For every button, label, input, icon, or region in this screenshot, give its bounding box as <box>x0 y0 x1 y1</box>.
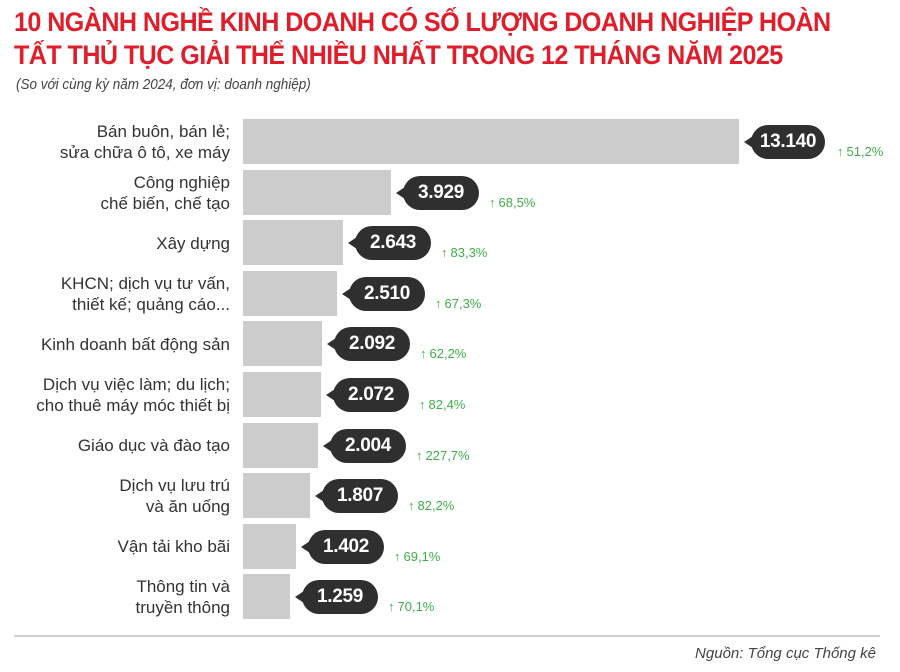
category-label-line: Dịch vụ việc làm; du lịch; <box>42 375 230 394</box>
category-label-line: Bán buôn, bán lẻ; <box>96 122 230 141</box>
value-badge: 13.140 <box>744 125 825 159</box>
bar-row: Dịch vụ việc làm; du lịch; cho thuê máy m… <box>0 372 900 418</box>
bar-row: Giáo dục và đào tạo 2.004 ↑ 227,7% <box>0 422 900 469</box>
category-label: Thông tin và truyền thông <box>135 574 230 620</box>
bar <box>243 422 318 468</box>
yoy-change-value: 83,3% <box>450 245 488 261</box>
bar <box>243 169 391 215</box>
bar <box>243 523 296 569</box>
category-label-line: chế biến, chế tạo <box>100 193 230 213</box>
yoy-change: ↑ 69,1% <box>394 549 440 564</box>
category-label: Dịch vụ việc làm; du lịch; cho thuê máy m… <box>36 372 230 418</box>
yoy-change-value: 62,2% <box>429 346 467 362</box>
category-label-line: Thông tin và <box>136 577 230 597</box>
yoy-change-value: 70,1% <box>397 599 435 615</box>
yoy-change: ↑ 67,3% <box>435 296 481 311</box>
value-badge: 2.072 <box>326 378 409 412</box>
category-label-line: sửa chữa ô tô, xe máy <box>59 143 230 162</box>
yoy-change: ↑ 70,1% <box>388 599 434 614</box>
value-badge: 2.510 <box>342 276 425 311</box>
yoy-change: ↑ 83,3% <box>441 245 487 260</box>
category-label-line: Giáo dục và đào tạo <box>77 436 230 456</box>
source-note: Nguồn: Tổng cục Thống kê <box>695 645 876 662</box>
bar <box>243 220 343 266</box>
category-label: Dịch vụ lưu trú và ăn uống <box>119 473 230 519</box>
category-label-line: và ăn uống <box>145 497 230 517</box>
category-label-line: KHCN; dịch vụ tư vấn, <box>60 273 230 293</box>
arrow-up-icon: ↑ <box>394 548 401 564</box>
category-label: Vận tải kho bãi <box>118 524 230 570</box>
arrow-up-icon: ↑ <box>435 295 442 311</box>
yoy-change: ↑ 68,5% <box>489 195 535 210</box>
bar-row: Dịch vụ lưu trú và ăn uống 1.807 ↑ 82,2% <box>0 473 900 519</box>
arrow-up-icon: ↑ <box>489 194 496 210</box>
value-badge: 2.643 <box>348 226 431 261</box>
bar <box>243 473 310 519</box>
arrow-up-icon: ↑ <box>416 447 423 463</box>
bar-row: Kinh doanh bất động sản 2.092 ↑ 62,2% <box>0 321 900 367</box>
yoy-change: ↑ 62,2% <box>420 346 466 361</box>
category-label-line: cho thuê máy móc thiết bị <box>36 396 230 415</box>
yoy-change: ↑ 51,2% <box>837 144 883 159</box>
category-label-line: Vận tải kho bãi <box>117 537 230 557</box>
arrow-up-icon: ↑ <box>408 498 415 514</box>
bar <box>243 270 337 316</box>
category-label-line: thiết kế; quảng cáo... <box>72 294 230 314</box>
bar-row: KHCN; dịch vụ tư vấn, thiết kế; quảng cáo… <box>0 270 900 317</box>
category-label: Giáo dục và đào tạo <box>78 423 230 469</box>
yoy-change-value: 51,2% <box>846 144 884 159</box>
bar-row: Xây dựng 2.643 ↑ 83,3% <box>0 220 900 266</box>
category-label: Xây dựng <box>156 220 230 266</box>
yoy-change: ↑ 82,4% <box>419 397 465 412</box>
arrow-up-icon: ↑ <box>419 397 426 412</box>
value-badge: 1.259 <box>295 580 378 615</box>
category-label: Bán buôn, bán lẻ; sửa chữa ô tô, xe máy <box>60 119 230 165</box>
bar-row: Vận tải kho bãi 1.402 ↑ 69,1% <box>0 523 900 570</box>
value-badge: 3.929 <box>396 175 479 210</box>
value-badge: 1.402 <box>301 529 384 564</box>
yoy-change-value: 68,5% <box>498 194 536 210</box>
yoy-change-value: 67,3% <box>444 295 482 311</box>
arrow-up-icon: ↑ <box>388 599 395 615</box>
yoy-change-value: 227,7% <box>425 447 470 463</box>
bar-row: Thông tin và truyền thông 1.259 ↑ 70,1% <box>0 574 900 620</box>
value-badge: 1.807 <box>315 479 398 514</box>
category-label-line: Xây dựng <box>156 233 230 253</box>
arrow-up-icon: ↑ <box>441 245 448 261</box>
bar <box>243 321 322 367</box>
chart-title: 10 NGÀNH NGHỀ KINH DOANH CÓ SỐ LƯỢNG DOA… <box>14 7 831 70</box>
value-badge: 2.004 <box>323 428 406 463</box>
yoy-change: ↑ 227,7% <box>416 448 470 463</box>
category-label: Kinh doanh bất động sản <box>41 321 230 367</box>
yoy-change-value: 82,4% <box>428 397 466 412</box>
bar <box>243 372 321 417</box>
category-label-line: Kinh doanh bất động sản <box>40 334 230 354</box>
bar-row: Bán buôn, bán lẻ; sửa chữa ô tô, xe máy 13… <box>0 119 900 165</box>
arrow-up-icon: ↑ <box>837 144 844 159</box>
category-label-line: Dịch vụ lưu trú <box>119 476 230 496</box>
bar <box>243 119 739 164</box>
category-label: Công nghiệp chế biến, chế tạo <box>101 170 230 216</box>
chart-subtitle: (So với cùng kỳ năm 2024, đơn vị: doanh … <box>16 76 311 93</box>
yoy-change-value: 82,2% <box>417 498 455 514</box>
value-badge: 2.092 <box>327 327 410 362</box>
yoy-change-value: 69,1% <box>403 548 441 564</box>
category-label-line: truyền thông <box>135 598 230 618</box>
category-label: KHCN; dịch vụ tư vấn, thiết kế; quảng cáo… <box>61 271 230 317</box>
footer-divider <box>14 635 880 637</box>
arrow-up-icon: ↑ <box>420 346 427 362</box>
bar <box>243 574 290 620</box>
bar-row: Công nghiệp chế biến, chế tạo 3.929 ↑ 68,5% <box>0 169 900 216</box>
yoy-change: ↑ 82,2% <box>408 498 454 513</box>
category-label-line: Công nghiệp <box>133 172 230 192</box>
